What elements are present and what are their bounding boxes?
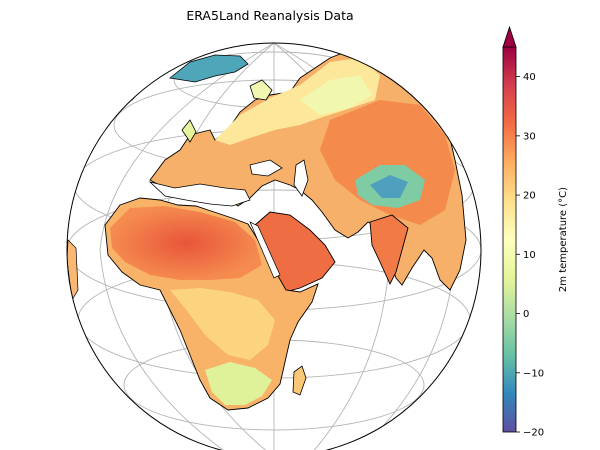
land-southern-africa [205, 362, 272, 405]
colorbar-tick-label: 30 [523, 131, 536, 142]
land-sahara [110, 206, 262, 280]
land-uk [181, 119, 197, 143]
black-sea [249, 159, 283, 177]
colorbar-gradient [502, 46, 517, 433]
mediterranean-sea [148, 181, 251, 207]
colorbar-tick-label: −20 [523, 428, 544, 439]
colorbar-tick-label: 40 [523, 72, 536, 83]
colorbar-tick-label: 20 [523, 191, 536, 202]
colorbar-label: 2m temperature (°C) [558, 187, 569, 292]
colorbar-extend-arrow [502, 25, 517, 48]
red-sea [249, 221, 281, 279]
land-india [369, 214, 409, 286]
colorbar-tick-label: −10 [523, 368, 544, 379]
land-central-africa [170, 288, 275, 360]
land-scandinavia [169, 54, 249, 83]
land-siberia-pale [300, 75, 372, 115]
map-title: ERA5Land Reanalysis Data [186, 8, 354, 23]
caspian-sea [293, 159, 309, 197]
globe-outline [66, 42, 482, 450]
colorbar-tick-label: 0 [523, 309, 529, 320]
land-finland [249, 79, 273, 101]
land-madagascar [292, 365, 307, 396]
colorbar-tick-label: 10 [523, 250, 536, 261]
land-tibet-core [370, 175, 408, 198]
